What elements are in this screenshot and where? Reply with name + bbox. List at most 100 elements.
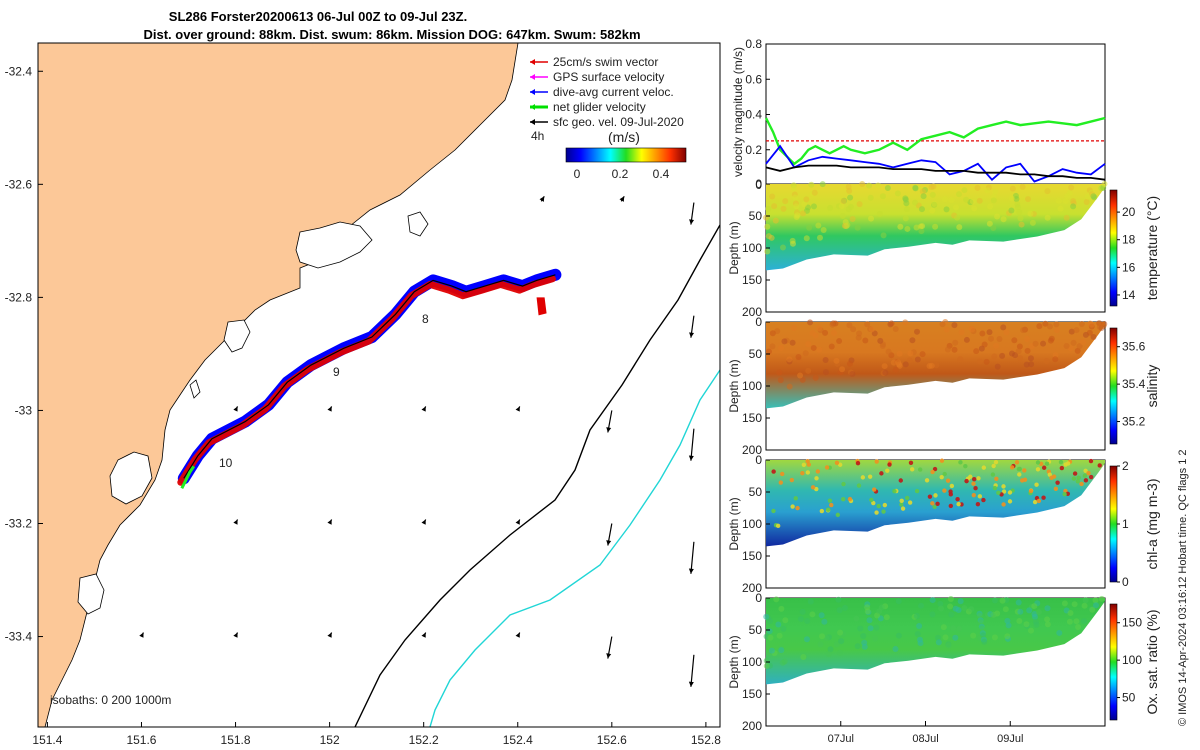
isobath-200m xyxy=(354,224,720,727)
temperature-cbar-tick-label-3: 20 xyxy=(1122,205,1136,219)
salinity-cbar-tick-label-0: 35.2 xyxy=(1122,415,1146,429)
chl-a-ytick-label-4: 200 xyxy=(742,581,762,595)
oxygen-ylabel: Depth (m) xyxy=(727,635,741,688)
land-area xyxy=(38,43,519,727)
oxygen-colorbar xyxy=(1109,603,1118,721)
temperature-ytick-label-4: 200 xyxy=(742,305,762,319)
chl-a-cbar-tick-label-2: 2 xyxy=(1122,459,1129,473)
sfc-vel-arrow-1 xyxy=(327,406,333,412)
sfc-vel-arrow-4 xyxy=(606,410,613,433)
legend-label-3: net glider velocity xyxy=(553,100,646,114)
profile-samples-oxygen xyxy=(763,595,1105,669)
salinity-ytick-label-3: 150 xyxy=(742,411,762,425)
sfc-vel-arrow-3 xyxy=(515,406,521,412)
oxygen-ytick-label-2: 100 xyxy=(742,655,762,669)
sfc-vel-arrow-2 xyxy=(421,406,427,412)
velocity-panel: 0 0.2 0.4 0.6 0.8 velocity magnitude (m/s) xyxy=(731,37,1106,192)
chl-a-ytick-label-2: 100 xyxy=(742,517,762,531)
velocity-series-1 xyxy=(764,116,1106,166)
lake-myall xyxy=(295,221,373,269)
legend-colorbar-label: (m/s) xyxy=(608,129,640,145)
temperature-ytick-label-0: 0 xyxy=(755,177,762,191)
map-xtick-label-6: 152.6 xyxy=(597,733,627,747)
temperature-colorbar xyxy=(1109,189,1118,307)
velocity-ytick-label-0: 0 xyxy=(755,178,762,192)
sfc-vel-arrow-14 xyxy=(515,632,521,638)
velocity-ticks: 0 0.2 0.4 0.6 0.8 xyxy=(745,37,770,192)
profile-panel-salinity: 0 50 100 150 200 Depth (m) 35.2 35.4 35.6 salinit… xyxy=(727,315,1160,457)
temperature-cbar-tick-label-1: 16 xyxy=(1122,260,1136,274)
sfc-vel-arrow-8 xyxy=(515,519,521,525)
oxygen-cbar-tick-label-0: 50 xyxy=(1122,691,1136,705)
profile-samples-temperature xyxy=(763,181,1108,255)
sfc-vel-arrow-11 xyxy=(233,632,239,638)
legend-label-4: sfc geo. vel. 09-Jul-2020 xyxy=(553,115,684,129)
profile-panel-chl-a: 0 50 100 150 200 Depth (m) 0 1 2 chl-a (mg m-3) xyxy=(727,453,1160,595)
sfc-vel-arrow-18 xyxy=(689,315,695,338)
profile-samples-salinity xyxy=(765,319,1108,390)
velocity-frame xyxy=(765,43,1106,186)
time-axis-ticks: 07Jul 08Jul 09Jul xyxy=(828,721,1023,745)
speed-colorbar-tick-0: 0 xyxy=(574,167,581,181)
track-net-start xyxy=(180,465,196,489)
track-label-9: 9 xyxy=(333,365,340,379)
oxygen-ytick-label-3: 150 xyxy=(742,687,762,701)
velocity-series-3 xyxy=(765,164,1106,181)
velocity-ytick-label-3: 0.6 xyxy=(745,72,762,86)
legend-item-3: net glider velocity xyxy=(530,100,646,114)
salinity-ylabel: Depth (m) xyxy=(727,359,741,412)
chl-a-ytick-label-3: 150 xyxy=(742,549,762,563)
speed-colorbar-tick-1: 0.2 xyxy=(612,167,629,181)
salinity-colorbar-label: salinity xyxy=(1144,365,1160,408)
legend-item-4: sfc geo. vel. 09-Jul-2020 xyxy=(530,115,684,129)
map-xtick-label-7: 152.8 xyxy=(691,733,721,747)
oxygen-ytick-label-4: 200 xyxy=(742,719,762,733)
sfc-vel-arrow-15 xyxy=(606,636,613,659)
lake-small xyxy=(189,379,201,399)
footer-credit: © IMOS 14-Apr-2024 03:16:12 Hobart time.… xyxy=(1177,449,1189,726)
velocity-ytick-label-1: 0.2 xyxy=(745,143,762,157)
sfc-vel-arrow-13 xyxy=(421,632,427,638)
profile-panel-temperature: 0 50 100 150 200 Depth (m) 14 16 18 20 temperature… xyxy=(727,177,1160,319)
oxygen-cbar-tick-label-2: 150 xyxy=(1122,616,1142,630)
oxygen-colorbar-label: Ox. sat. ratio (%) xyxy=(1144,609,1160,714)
temperature-cbar-tick-label-2: 18 xyxy=(1122,233,1136,247)
sfc-vel-arrow-20 xyxy=(688,541,695,574)
legend-item-2: dive-avg current veloc. xyxy=(530,85,674,99)
velocity-series xyxy=(764,116,1106,183)
salinity-ytick-label-1: 50 xyxy=(749,347,763,361)
salinity-ytick-label-4: 200 xyxy=(742,443,762,457)
chl-a-ytick-label-0: 0 xyxy=(755,453,762,467)
sfc-vel-arrow-22 xyxy=(539,195,545,202)
velocity-ylabel: velocity magnitude (m/s) xyxy=(731,47,745,177)
map-xtick-label-2: 151.8 xyxy=(221,733,251,747)
chl-a-cbar-tick-label-1: 1 xyxy=(1122,517,1129,531)
profile-samples-chl-a xyxy=(771,458,1102,529)
legend-box xyxy=(527,54,699,136)
chl-a-ytick-label-1: 50 xyxy=(749,485,763,499)
chl-a-cbar-tick-label-0: 0 xyxy=(1122,575,1129,589)
sfc-vel-arrow-17 xyxy=(689,202,695,225)
map-ytick-label-2: -32.8 xyxy=(5,290,33,304)
lake-macquarie xyxy=(109,451,153,505)
sfc-vel-arrow-9 xyxy=(606,523,613,546)
salinity-cbar-tick-label-2: 35.6 xyxy=(1122,340,1146,354)
salinity-colorbar xyxy=(1109,327,1118,445)
lake-wallis xyxy=(407,211,429,237)
time-tick-label-0: 07Jul xyxy=(828,733,854,745)
legend-item-0: 25cm/s swim vector xyxy=(530,55,658,69)
sfc-vel-arrow-21 xyxy=(688,654,695,687)
oxygen-ytick-label-0: 0 xyxy=(755,591,762,605)
chl-a-ylabel: Depth (m) xyxy=(727,497,741,550)
legend-label-1: GPS surface velocity xyxy=(553,70,664,84)
sfc-vel-arrow-5 xyxy=(233,519,239,525)
legend-label-2: dive-avg current veloc. xyxy=(553,85,674,99)
temperature-ylabel: Depth (m) xyxy=(727,221,741,274)
sfc-vel-arrow-19 xyxy=(688,428,695,461)
time-tick-label-2: 09Jul xyxy=(997,733,1023,745)
track-label-8: 8 xyxy=(422,312,429,326)
